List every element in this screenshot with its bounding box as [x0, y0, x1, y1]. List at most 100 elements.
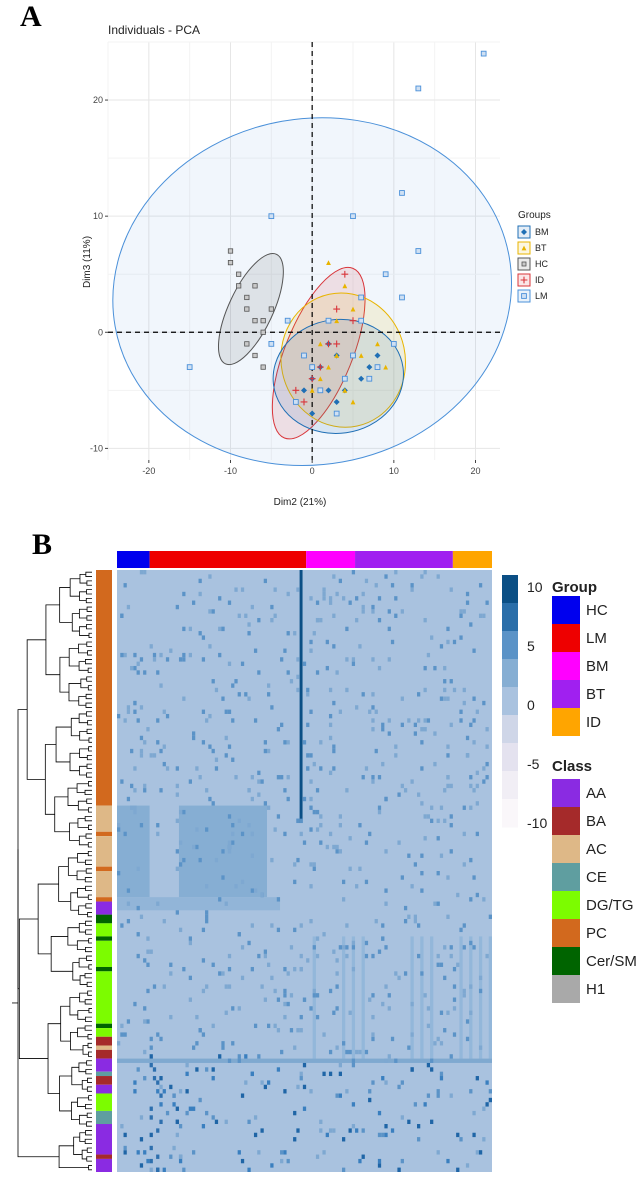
- heatmap-cell: [302, 796, 307, 802]
- confidence-ellipse-id: [271, 266, 366, 440]
- heatmap-cell: [381, 1001, 385, 1007]
- heatmap-cell: [211, 679, 215, 684]
- heatmap-cell: [439, 644, 444, 649]
- heatmap-cell: [371, 1080, 375, 1085]
- x-tick-label: 10: [389, 466, 399, 476]
- heatmap-cell: [156, 831, 160, 837]
- legend-marker-bt: [521, 245, 527, 251]
- heatmap-cell: [456, 1132, 460, 1138]
- point-id: [333, 340, 341, 348]
- heatmap-cell: [260, 984, 264, 989]
- heatmap-cell: [387, 1006, 391, 1011]
- heatmap-cell: [267, 962, 271, 967]
- heatmap-cell: [159, 1093, 163, 1098]
- heatmap-cell: [263, 740, 267, 745]
- heatmap-cell: [351, 657, 356, 662]
- class-swatch-ce: [552, 863, 580, 891]
- heatmap-cell: [446, 783, 450, 789]
- heatmap-cell: [443, 665, 447, 671]
- heatmap-cell: [475, 709, 479, 714]
- heatmap-cell: [133, 1089, 137, 1094]
- heatmap-cell: [192, 1106, 196, 1111]
- point-lm: [325, 317, 332, 324]
- row-class-ba: [96, 1154, 112, 1159]
- heatmap-cell: [293, 927, 297, 933]
- heatmap-cell: [276, 1028, 281, 1033]
- point-bm: [358, 375, 365, 382]
- group-swatch-lm: [552, 624, 580, 652]
- heatmap-cell: [397, 840, 401, 845]
- heatmap-cell: [289, 945, 294, 950]
- heatmap-cell: [361, 604, 365, 610]
- heatmap-cell: [390, 639, 395, 645]
- heatmap-cell: [443, 696, 447, 701]
- dendrogram-branch: [87, 720, 92, 726]
- legend-label-bt: BT: [535, 243, 547, 253]
- pca-legend-title: Groups: [518, 210, 551, 221]
- heatmap-cell: [449, 1054, 453, 1059]
- row-class-aa: [96, 901, 112, 915]
- heatmap-cell: [446, 1010, 450, 1015]
- class-label-dg-tg: DG/TG: [586, 897, 634, 914]
- heatmap-cell: [423, 727, 427, 732]
- heatmap-cell: [244, 692, 248, 697]
- heatmap-cell: [355, 1049, 359, 1055]
- heatmap-cell: [371, 953, 375, 959]
- heatmap-cell: [417, 923, 421, 928]
- heatmap-cell: [472, 718, 476, 723]
- heatmap-cell: [443, 818, 447, 824]
- heatmap-cell: [342, 879, 346, 885]
- heatmap-cell: [400, 875, 404, 880]
- dendrogram-branch: [87, 912, 92, 918]
- heatmap-cell: [156, 823, 160, 828]
- heatmap-cell: [384, 574, 388, 579]
- dendrogram-branch: [88, 632, 92, 639]
- heatmap-cell: [201, 958, 206, 963]
- heatmap-cell: [205, 718, 209, 723]
- point-hc: [260, 364, 266, 370]
- point-lm: [374, 364, 381, 370]
- heatmap-cell: [469, 857, 473, 863]
- row-class-pc: [96, 897, 112, 902]
- point-bt: [350, 399, 356, 405]
- heatmap-cell: [267, 692, 271, 697]
- heatmap-cell: [211, 1076, 215, 1081]
- heatmap-cell: [126, 604, 131, 610]
- streak-cell: [361, 936, 365, 1059]
- dendrogram-branch: [78, 922, 86, 933]
- heatmap-cell: [162, 1089, 166, 1094]
- heatmap-cell: [117, 1041, 121, 1046]
- heatmap-cell: [469, 722, 473, 728]
- heatmap-cell: [462, 687, 466, 693]
- heatmap-cell: [123, 831, 127, 837]
- heatmap-cell: [465, 600, 470, 605]
- heatmap-cell: [286, 1001, 290, 1007]
- heatmap-cell: [377, 617, 382, 623]
- heatmap-cell: [205, 884, 209, 889]
- heatmap-cell: [309, 1006, 313, 1011]
- heatmap-cell: [328, 600, 333, 605]
- pca-panel: A Individuals - PCA -20 -10 0 10 20-1001020 …: [20, 0, 551, 508]
- dendrogram-branch: [84, 877, 92, 883]
- heatmap-cell: [342, 945, 346, 950]
- dendrogram-branch: [79, 975, 88, 985]
- heatmap-cell: [426, 1093, 431, 1098]
- heatmap-cell: [133, 1080, 137, 1085]
- heatmap-cell: [175, 849, 179, 854]
- heatmap-cell: [195, 1014, 199, 1020]
- heatmap-cell: [296, 674, 300, 680]
- heatmap-cell: [417, 718, 421, 723]
- heatmap-cell: [469, 984, 473, 989]
- heatmap-cell: [218, 626, 222, 632]
- heatmap-cell: [351, 1058, 356, 1063]
- heatmap-cell: [143, 788, 147, 793]
- heatmap-cell: [345, 1089, 349, 1094]
- heatmap-cell: [319, 823, 323, 828]
- heatmap-cell: [319, 766, 323, 771]
- dendrogram-branch: [17, 849, 60, 1158]
- heatmap-cell: [253, 1132, 258, 1138]
- heatmap-cell: [368, 709, 372, 714]
- heatmap-cell: [377, 1110, 382, 1116]
- x-tick-label: 20: [470, 466, 480, 476]
- heatmap-cell: [192, 735, 196, 741]
